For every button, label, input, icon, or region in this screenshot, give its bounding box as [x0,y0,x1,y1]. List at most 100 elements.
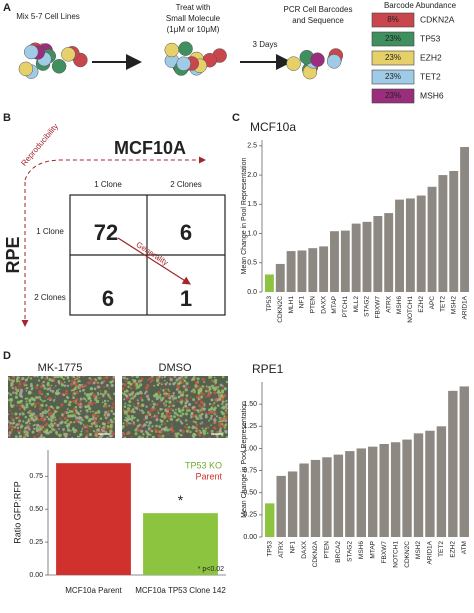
cell-dot [165,392,169,395]
cell-dot [75,390,79,395]
cell-dot [88,407,92,411]
legend-title: Barcode Abundance [384,1,457,10]
cell-dot [173,397,176,400]
cell-dot [48,387,52,390]
cell-dot [52,407,54,409]
cell-dot [176,413,179,416]
step-text: Mix 5-7 Cell Lines [16,12,80,21]
cell-dot [147,378,149,381]
cell-dot [123,390,126,393]
cell-dot [155,397,159,401]
cell-dot [92,381,96,385]
cell-dot [142,425,145,428]
cell-dot [172,426,174,428]
cell-dot [43,428,46,430]
cell-dot [19,430,22,433]
cell-dot [169,407,173,411]
cell-dot [46,392,50,396]
cell-dot [197,385,200,388]
bar [395,199,404,292]
x-tick-label: MLL2 [353,296,360,313]
cell-dot [33,403,38,407]
cell-dot [221,400,225,404]
cell-dot [14,435,18,438]
cell-dot [51,379,54,382]
cell-dot [111,398,113,401]
cell-dot [89,386,93,391]
cell [61,47,76,62]
cell [310,52,325,67]
cell-dot [200,406,204,409]
cell-dot [113,413,115,416]
cell-dot [151,425,154,428]
cell-dot [57,434,60,437]
cell-dot [159,388,162,390]
cell-dot [16,404,19,407]
cell-dot [15,388,18,391]
cell-dot [141,392,143,395]
cell-dot [102,422,105,426]
cell-dot [135,376,139,379]
cell-dot [210,379,214,382]
cell-dot [28,428,31,431]
cell-dot [40,433,43,437]
bar [330,231,339,292]
cell-dot [21,404,24,407]
cell-dot [134,394,137,398]
cell-dot [23,408,26,411]
cell-dot [130,397,133,400]
cell-dot [179,393,183,397]
cell-dot [159,418,162,422]
cell-dot [178,376,181,380]
x-tick-label: MTAP [369,541,376,559]
cell-dot [52,400,55,402]
cell-dot [54,385,57,387]
cell-dot [201,377,206,382]
cell-dot [94,378,97,381]
cell-dot [64,411,67,414]
cell-dot [55,406,60,410]
cell-dot [83,397,86,400]
cell-dot [133,405,136,408]
cell-dot [220,394,224,398]
cell-dot [164,379,166,382]
bar [405,198,415,292]
microscopy-image [122,376,228,438]
cell-dot [78,435,81,438]
cell-dot [146,432,150,436]
cell-dot [79,421,83,425]
cell-dot [50,415,54,419]
cell-dot [99,390,102,392]
cell-dot [169,378,173,382]
cell-dot [38,407,42,410]
cell-dot [33,398,36,402]
cell-dot [94,433,98,437]
cell-dot [210,430,214,434]
cell-dot [108,404,111,407]
cell-dot [164,408,167,411]
cell-dot [31,430,35,434]
cell-dot [145,405,148,409]
cell-dot [48,396,52,401]
cell-dot [18,419,21,423]
cell-dot [75,416,79,420]
cell-dot [20,379,22,381]
cell-dot [134,384,137,388]
step-text: Small Molecule [166,14,221,23]
cell-dot [201,427,204,429]
cell-dot [158,425,162,429]
cell-dot [204,415,208,419]
cell-dot [40,403,44,407]
cell-dot [44,411,46,414]
image-label: MK-1775 [38,362,83,374]
cell-dot [179,429,182,432]
cell-dot [77,402,81,407]
cell-dot [44,409,47,412]
cell-dot [190,390,193,393]
cell-dot [189,396,192,399]
cell-dot [72,427,75,431]
cell-dot [25,435,28,438]
cell-dot [96,381,99,384]
cell-dot [187,426,191,429]
cell-dot [37,419,40,422]
